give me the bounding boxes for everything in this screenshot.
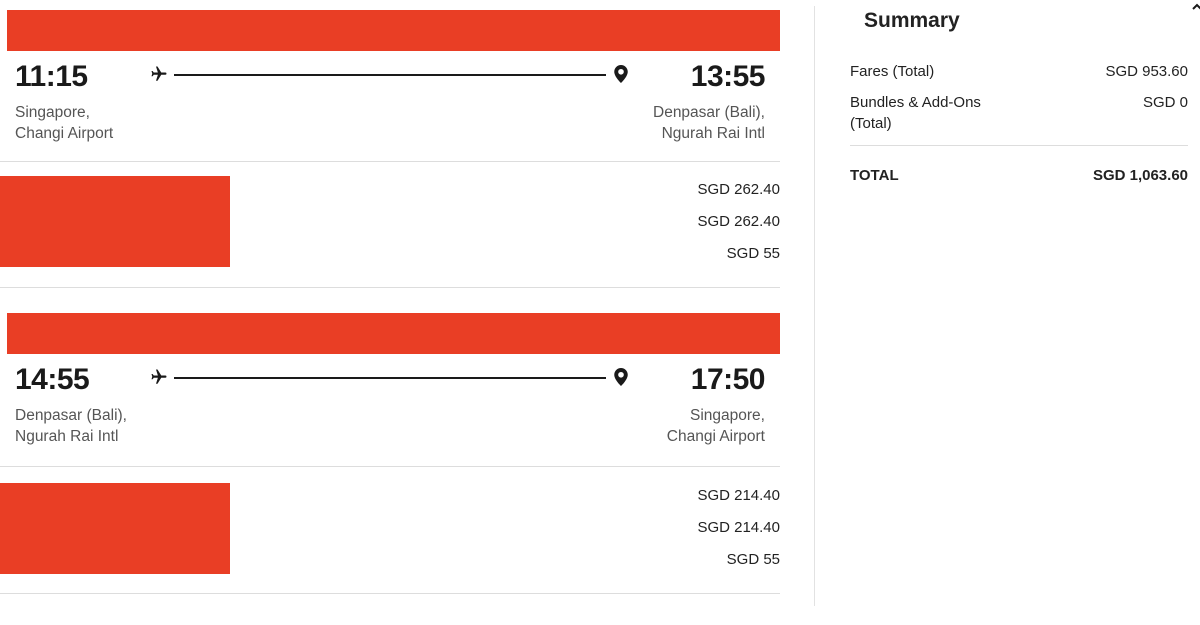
departure-place: Denpasar (Bali), Ngurah Rai Intl <box>15 405 127 447</box>
price-labels-redacted <box>0 483 230 574</box>
arrival-place: Singapore, Changi Airport <box>667 405 765 447</box>
panel-separator <box>814 6 815 606</box>
divider <box>0 593 780 594</box>
price-line-2: SGD 214.40 <box>697 519 780 536</box>
summary-title: Summary <box>864 9 960 32</box>
fares-total-label: Fares (Total) <box>850 63 935 80</box>
total-label: TOTAL <box>850 167 899 184</box>
arrival-time: 17:50 <box>690 363 766 396</box>
map-pin-icon <box>614 368 628 386</box>
bundles-total-value: SGD 0 <box>1142 94 1188 111</box>
bundles-label-line2: (Total) <box>850 115 892 132</box>
airplane-icon <box>151 66 167 81</box>
price-labels-redacted <box>0 176 230 267</box>
arrival-place-city: Denpasar (Bali), <box>653 104 765 121</box>
bundles-label-line1: Bundles & Add-Ons <box>850 94 981 111</box>
flight-card-return: 14:55 17:50 Denpasar (Bali), Ngurah Rai … <box>0 313 780 595</box>
arrival-place-airport: Ngurah Rai Intl <box>661 125 765 142</box>
price-line-2: SGD 262.40 <box>697 213 780 230</box>
divider <box>0 466 780 467</box>
price-line-1: SGD 214.40 <box>697 487 780 504</box>
price-line-1: SGD 262.40 <box>697 181 780 198</box>
divider <box>0 287 780 288</box>
chevron-up-icon[interactable] <box>1192 2 1200 12</box>
flight-card-outbound: 11:15 13:55 Singapore, Changi Airport De… <box>0 10 780 290</box>
departure-place-city: Singapore, <box>15 104 90 121</box>
bundles-total-label: Bundles & Add-Ons (Total) <box>850 92 981 134</box>
flight-header-redacted <box>7 313 780 354</box>
arrival-place-airport: Changi Airport <box>666 428 765 445</box>
route-line-bar <box>174 74 606 76</box>
route-line-bar <box>174 377 606 379</box>
price-line-3: SGD 55 <box>726 245 780 262</box>
route-line <box>150 65 630 85</box>
price-line-3: SGD 55 <box>726 551 780 568</box>
arrival-place-city: Singapore, <box>690 407 765 424</box>
arrival-place: Denpasar (Bali), Ngurah Rai Intl <box>653 102 765 144</box>
arrival-time: 13:55 <box>690 60 766 93</box>
departure-place: Singapore, Changi Airport <box>15 102 113 144</box>
departure-time: 11:15 <box>15 60 88 93</box>
departure-place-city: Denpasar (Bali), <box>15 407 127 424</box>
airplane-icon <box>151 369 167 384</box>
summary-divider <box>850 145 1188 146</box>
departure-time: 14:55 <box>15 363 90 396</box>
map-pin-icon <box>614 65 628 83</box>
flight-header-redacted <box>7 10 780 51</box>
departure-place-airport: Changi Airport <box>15 125 114 142</box>
total-value: SGD 1,063.60 <box>1092 167 1188 184</box>
fares-total-value: SGD 953.60 <box>1105 63 1188 80</box>
route-line <box>150 368 630 388</box>
departure-place-airport: Ngurah Rai Intl <box>15 428 119 445</box>
divider <box>0 161 780 162</box>
